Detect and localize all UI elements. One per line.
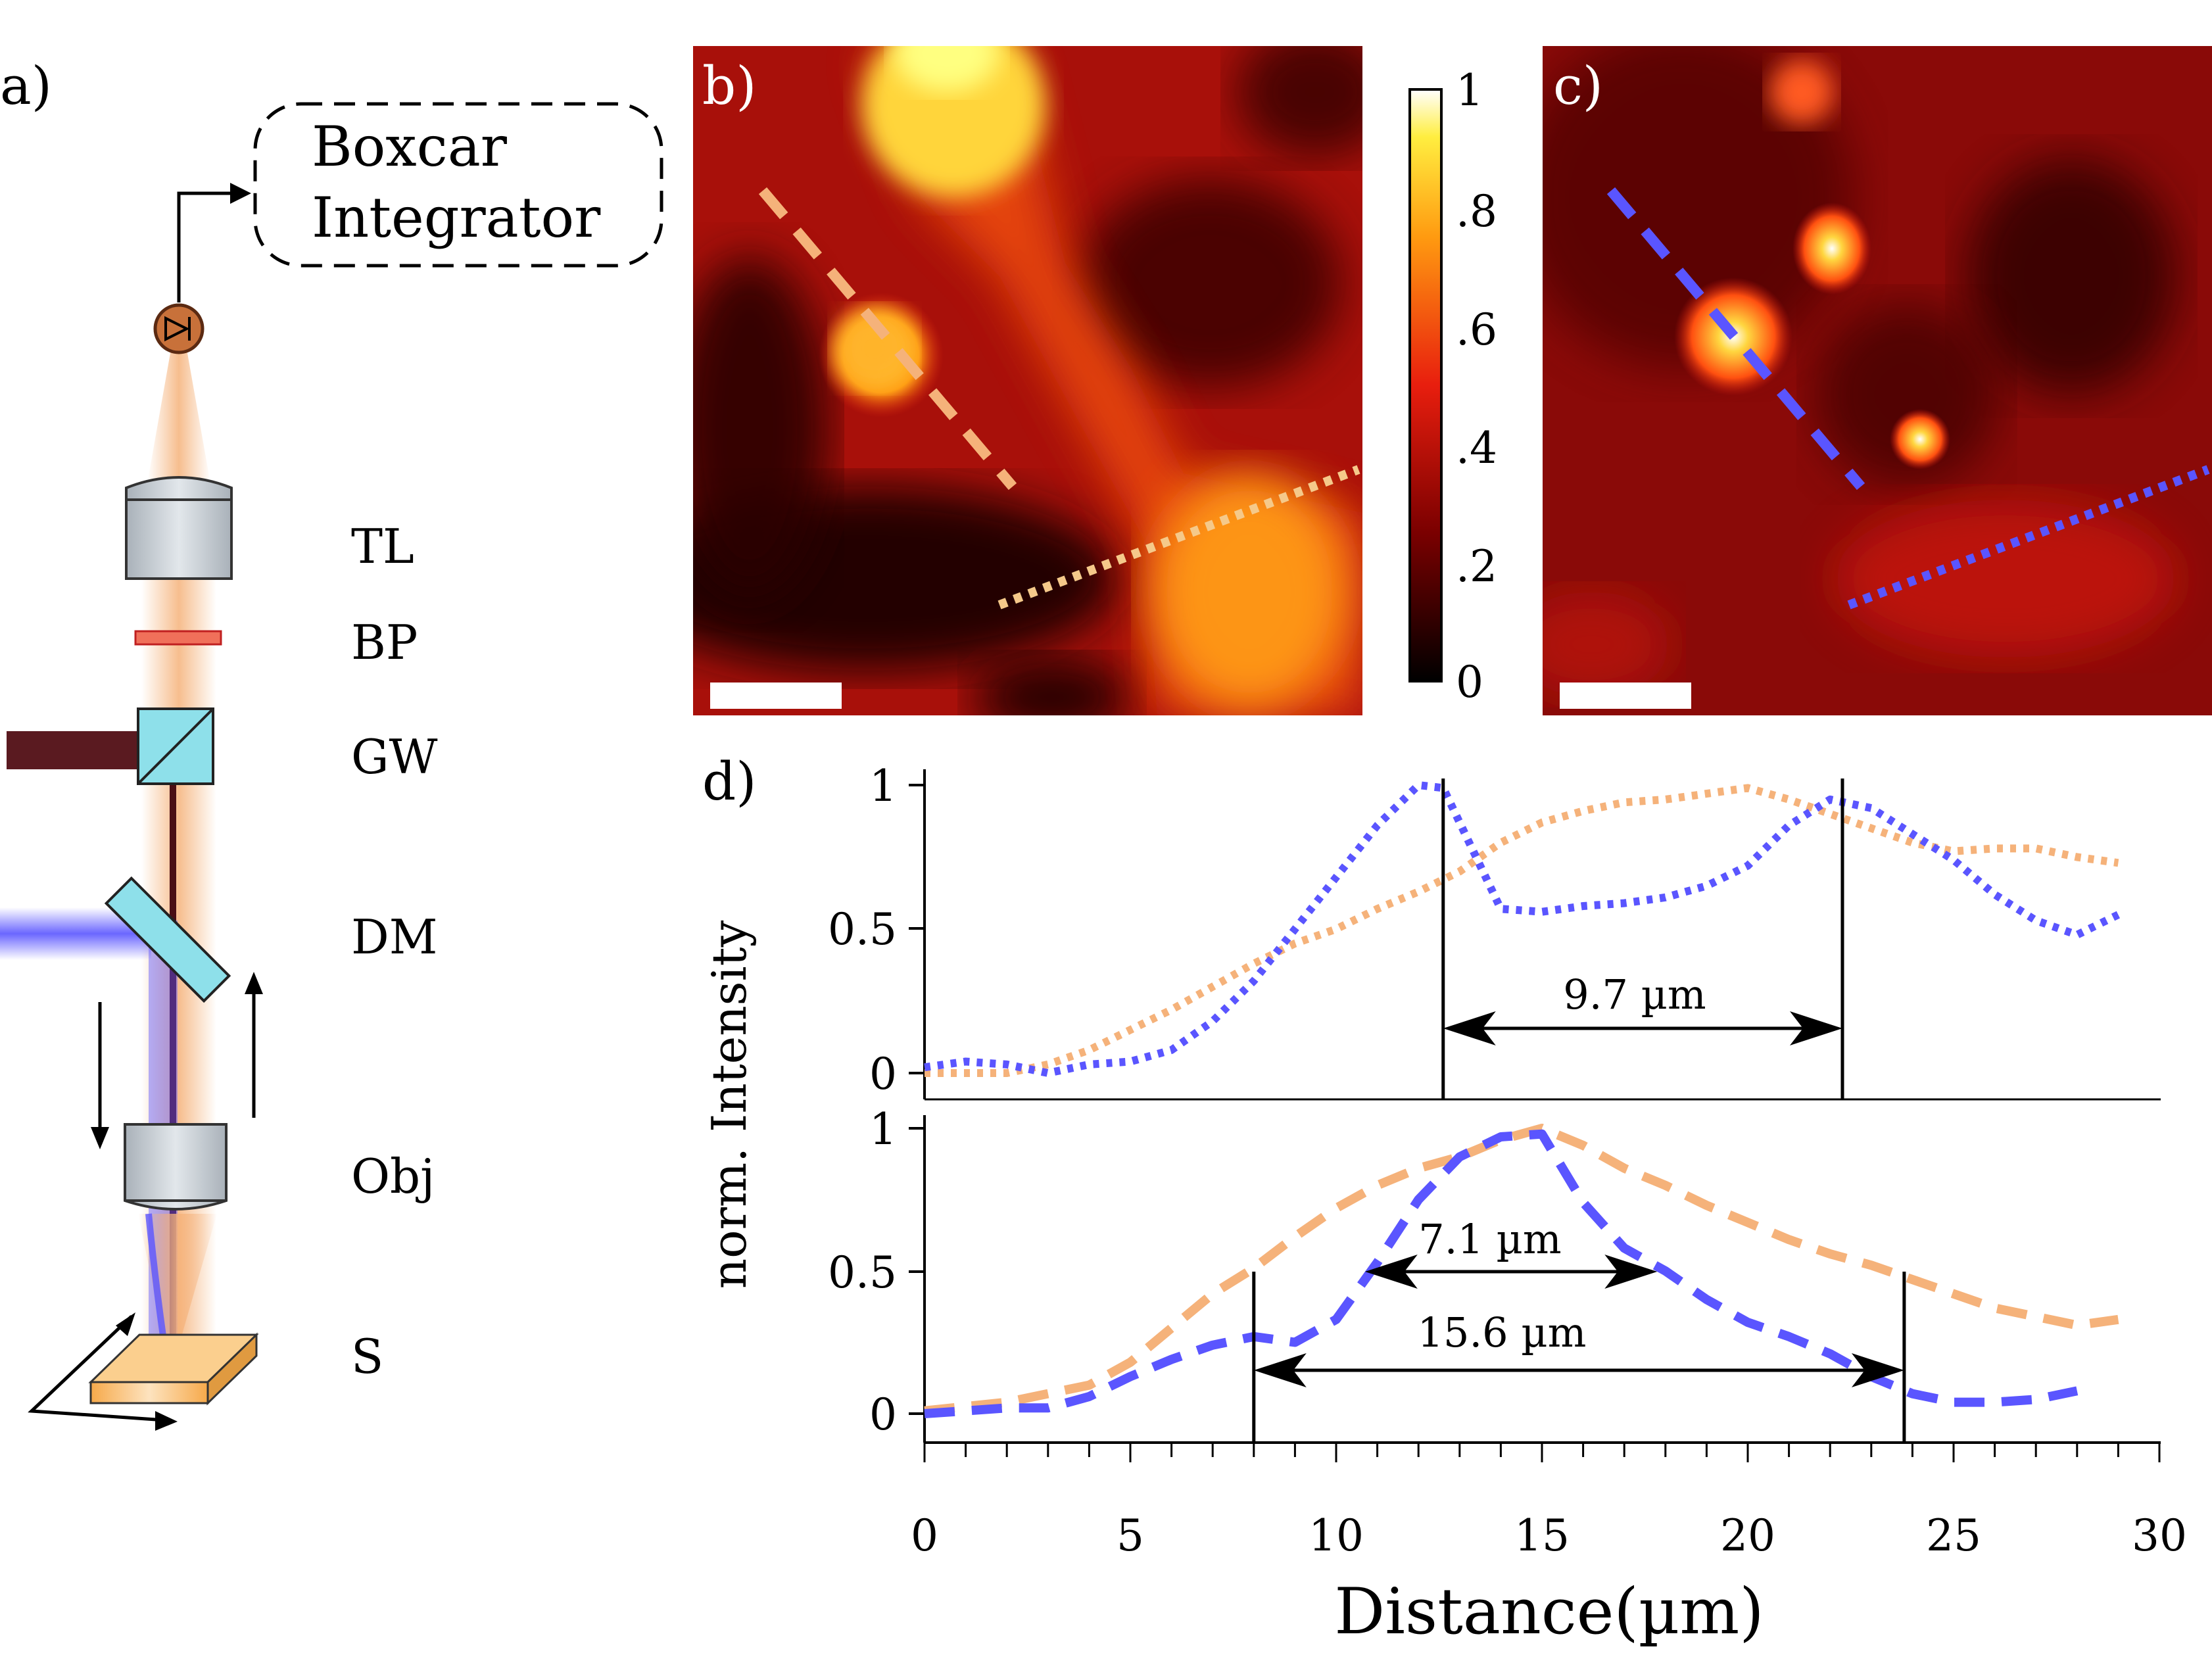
label-obj: Obj [351, 1149, 435, 1204]
annotation-arrowhead-left-d-bottom-0 [1364, 1255, 1418, 1289]
profile-line-b-dotted [998, 465, 1360, 610]
label-bp: BP [351, 615, 418, 670]
colorbar-tick-02: .2 [1456, 541, 1497, 592]
scan-arrowhead-up [116, 1312, 135, 1336]
x-axis-tick-labels: 0 5 10 15 20 25 30 [911, 1510, 2187, 1561]
colorbar-tick-1: 1 [1456, 65, 1483, 116]
bottom-y-ticks [909, 1127, 925, 1415]
colorbar-tick-08: .8 [1456, 186, 1497, 237]
label-s: S [351, 1329, 383, 1384]
panel-label-d: d) [702, 751, 756, 812]
boxcar-label-line1: Boxcar [312, 114, 508, 179]
x-axis-ticks [923, 1443, 2161, 1462]
series-orange-dashed [924, 1124, 2119, 1416]
pump-beam-core [170, 776, 176, 1361]
focus-cone [138, 1214, 217, 1354]
label-tl: TL [351, 519, 414, 574]
annotation-arrowhead-left-d-bottom-1 [1253, 1353, 1307, 1387]
annotation-label-bottom-outer: 15.6 µm [1418, 1308, 1587, 1356]
xtick-label-5: 5 [1117, 1510, 1144, 1561]
label-gw: GW [351, 729, 438, 784]
bottom-ytick-05: 0.5 [828, 1247, 897, 1298]
photodiode-icon [153, 303, 204, 354]
annotation-arrowhead-left-d-top-0 [1443, 1011, 1496, 1045]
colorbar: 1 .8 .6 .4 .2 0 [1408, 65, 1497, 707]
y-axis-label: norm. Intensity [702, 920, 757, 1289]
detector-signal-arrow [177, 191, 230, 302]
photodiode-symbol [164, 316, 191, 342]
beam-down-arrowhead [91, 1127, 109, 1149]
pump-beam-horizontal [7, 731, 138, 769]
colorbar-tick-04: .4 [1456, 423, 1497, 473]
bottom-ytick-0: 0 [869, 1389, 897, 1440]
series-orange-dotted [925, 784, 2119, 1077]
profile-line-c-dotted [1847, 465, 2210, 610]
annotation-layer: 9.7 µm 7.1 µm 15.6 µm [1252, 779, 1906, 1443]
scan-axes-arrows [28, 1315, 166, 1422]
scale-bar-b [710, 683, 842, 709]
top-ytick-05: 0.5 [828, 904, 897, 955]
colorbar-tick-0: 0 [1456, 657, 1483, 707]
panel-label-a: a) [0, 55, 52, 116]
x-axis-label: Distance(µm) [1334, 1575, 1764, 1648]
panel-label-c: c) [1553, 55, 1603, 116]
sample-stage [88, 1332, 259, 1406]
image-panel-c: c) [1543, 46, 2212, 715]
profile-plots: d) 1 0.5 0 1 0.5 0 norm. Intensity 0 5 [702, 751, 2187, 1648]
xtick-label-30: 30 [2132, 1510, 2187, 1561]
annotation-label-top: 9.7 µm [1563, 970, 1706, 1018]
xtick-label-25: 25 [1926, 1510, 1981, 1561]
annotation-arrowhead-right-d-bottom-1 [1851, 1353, 1904, 1387]
xtick-label-15: 15 [1514, 1510, 1570, 1561]
profile-line-b-dashed [758, 187, 1017, 491]
series-blue-dotted [924, 781, 2121, 1077]
xtick-label-20: 20 [1720, 1510, 1775, 1561]
dichroic-mirror [104, 876, 231, 1003]
label-dm: DM [351, 909, 437, 965]
top-ytick-1: 1 [869, 761, 897, 811]
xtick-label-0: 0 [911, 1510, 938, 1561]
detector-arrowhead [230, 183, 251, 204]
scale-bar-c [1560, 683, 1691, 709]
xtick-label-10: 10 [1309, 1510, 1364, 1561]
top-ytick-0: 0 [869, 1049, 897, 1099]
beam-up-arrowhead [245, 972, 263, 994]
image-panel-b: b) [693, 46, 1362, 715]
profile-line-c-dashed [1606, 187, 1865, 491]
annotation-arrowhead-right-d-bottom-0 [1604, 1255, 1658, 1289]
panel-label-b: b) [702, 55, 756, 116]
series-blue-dashed [924, 1129, 2079, 1418]
top-y-ticks [909, 784, 925, 1074]
bandpass-filter [134, 630, 222, 646]
boxcar-label-line2: Integrator [312, 185, 601, 250]
probe-beam-cone-upper [147, 342, 210, 483]
series-layer [924, 781, 2121, 1418]
annotation-arrowhead-right-d-top-0 [1789, 1011, 1842, 1045]
setup-diagram: a) Boxcar Integrator TL BP [0, 55, 663, 1431]
objective-lens [124, 1123, 228, 1210]
tube-lens [125, 476, 233, 580]
glan-window-cube [137, 707, 214, 785]
scan-arrowhead-right [155, 1411, 178, 1431]
bottom-ytick-1: 1 [869, 1104, 897, 1155]
colorbar-tick-06: .6 [1456, 304, 1497, 355]
annotation-label-bottom-inner: 7.1 µm [1418, 1215, 1561, 1263]
